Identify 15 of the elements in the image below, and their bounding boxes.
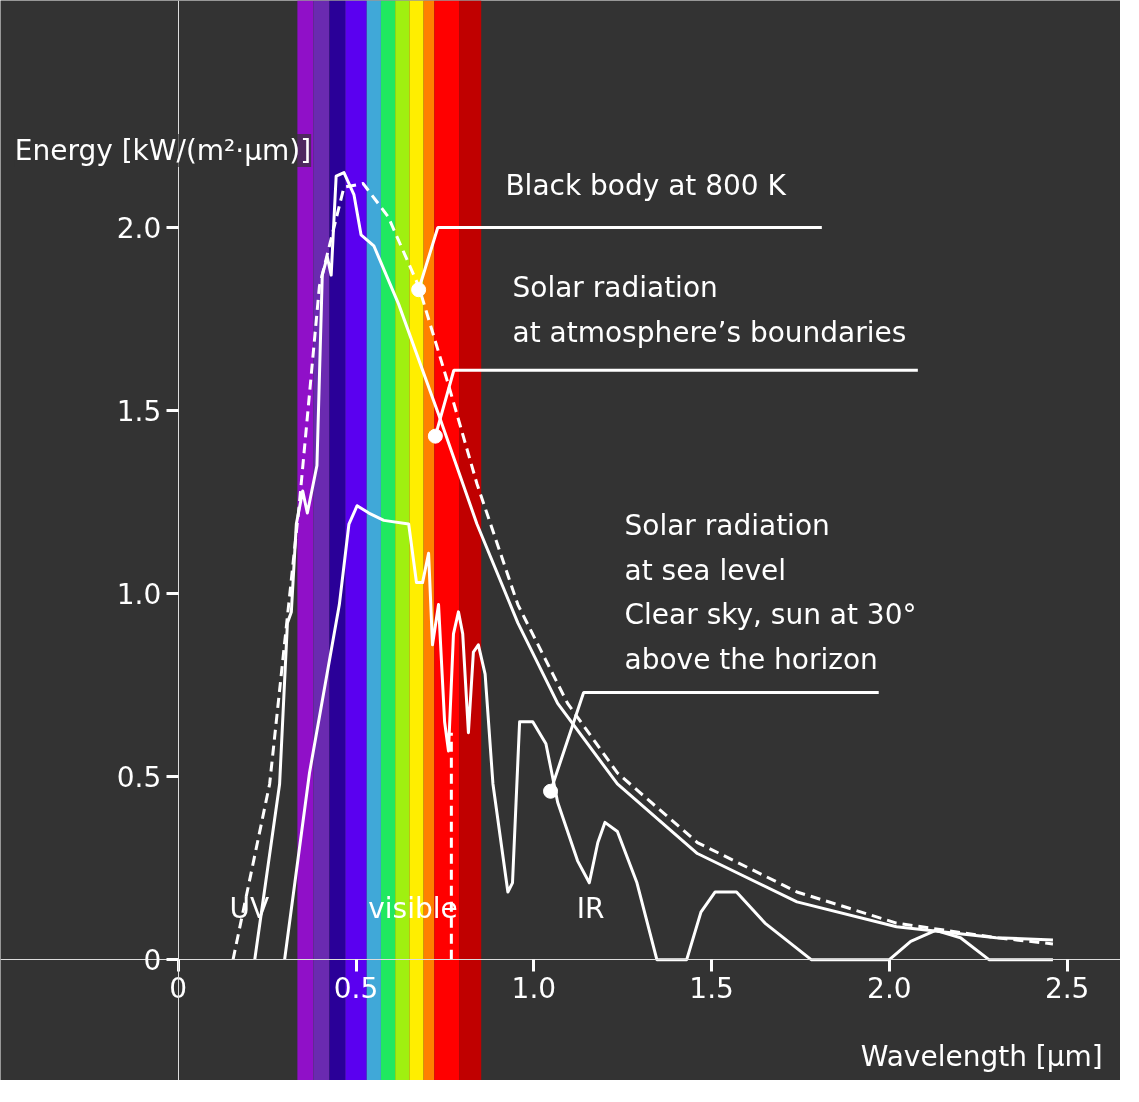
x-tick-label: 2.0 [867,971,912,1005]
annotation: Solar radiation at atmosphere’s boundaries [512,271,907,349]
annotation: visible [368,891,458,925]
annotation: Solar radiation at sea level Clear sky, sun at 30° above the horizon [624,509,917,677]
y-tick-label: 2.0 [116,211,162,245]
y-axis-title: Energy [kW/(m²·µm)] [14,134,312,168]
x-tick-label: 1.0 [511,971,557,1005]
annotation: Black body at 800 K [505,168,787,202]
x-tick-label: 1.5 [689,971,734,1005]
x-tick-label: 2.5 [1044,971,1090,1005]
y-tick-label: 0.5 [116,761,162,795]
y-tick-label: 1.5 [116,395,162,429]
x-axis-title: Wavelength [µm] [860,1040,1103,1074]
y-tick-label: 1.0 [116,578,162,612]
annotation: IR [576,891,605,925]
